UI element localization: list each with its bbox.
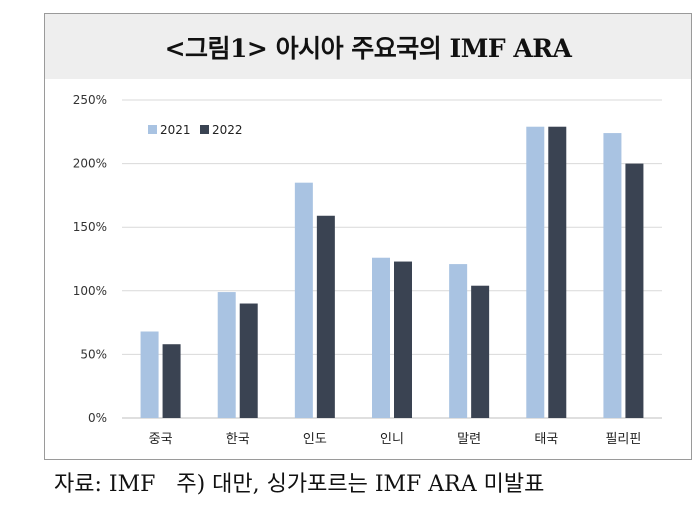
x-category-label: 한국: [226, 432, 250, 447]
bar-2022: [316, 215, 335, 418]
label-layer: 0% 50% 100% 150% 200% 250% 중국 한국 인도 인니 말련 태국 필리핀: [73, 93, 642, 447]
bar-2022: [394, 261, 412, 418]
y-tick-label: 100%: [73, 284, 107, 298]
y-tick-label: 150%: [73, 220, 107, 234]
title-band: <그림1> 아시아 주요국의 IMF ARA: [45, 14, 691, 79]
bar-2022: [625, 163, 644, 418]
legend-swatch-2021: [148, 125, 157, 134]
x-category-label: 태국: [534, 432, 558, 447]
bar-2022: [471, 285, 490, 418]
y-tick-label: 250%: [73, 93, 107, 107]
bar-layer: [140, 126, 644, 418]
bar-2021: [294, 182, 313, 418]
bar-2021: [372, 257, 390, 418]
x-category-label: 인도: [303, 432, 327, 447]
y-tick-label: 0%: [88, 411, 107, 425]
x-category-label: 말련: [457, 432, 481, 447]
bar-2022: [548, 126, 567, 418]
chart-title: <그림1> 아시아 주요국의 IMF ARA: [164, 33, 572, 63]
bar-2021: [449, 264, 468, 418]
x-category-label: 필리핀: [605, 432, 641, 447]
x-category-label: 중국: [149, 432, 173, 447]
bar-2021: [140, 331, 159, 418]
source-note: 자료: IMF 주) 대만, 싱가포르는 IMF ARA 미발표: [54, 472, 545, 497]
legend-label-2021: 2021: [160, 123, 191, 137]
legend: 2021 2022: [148, 123, 243, 137]
x-category-label: 인니: [380, 432, 404, 447]
bar-2021: [603, 133, 622, 418]
y-tick-label: 200%: [73, 157, 107, 171]
y-tick-label: 50%: [80, 347, 107, 361]
bar-2021: [526, 126, 545, 418]
grid-layer: [122, 99, 662, 419]
legend-swatch-2022: [200, 125, 209, 134]
legend-label-2022: 2022: [212, 123, 243, 137]
bar-2022: [239, 303, 258, 418]
bar-2021: [217, 292, 236, 418]
bar-2022: [162, 344, 181, 418]
